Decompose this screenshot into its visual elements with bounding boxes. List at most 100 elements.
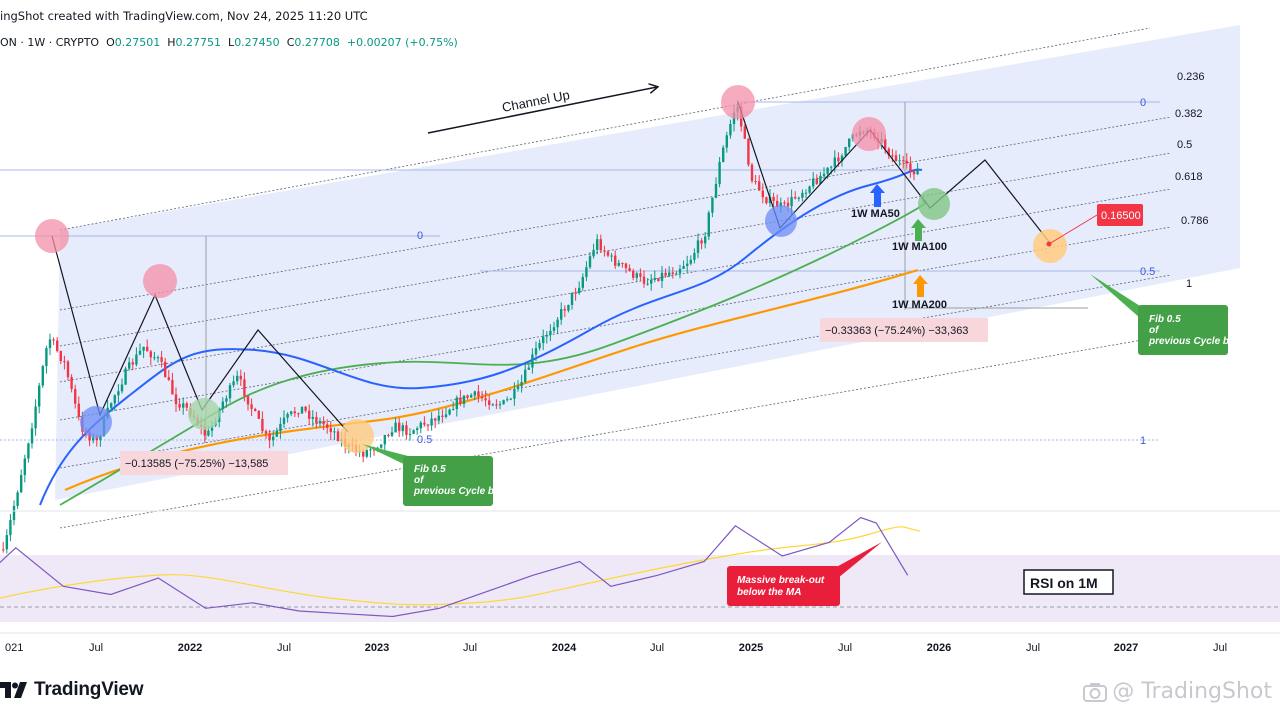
candle-body bbox=[563, 309, 566, 311]
rsi-line bbox=[0, 516, 909, 618]
candle-body bbox=[891, 155, 894, 157]
watermark-text: @ TradingShot bbox=[1112, 679, 1272, 704]
x-tick-label: Jul bbox=[1213, 642, 1227, 654]
candle-body bbox=[124, 368, 127, 385]
candle-body bbox=[603, 250, 606, 252]
candle-body bbox=[488, 400, 491, 405]
ma200-line bbox=[64, 268, 919, 492]
candle-body bbox=[808, 186, 811, 193]
candle-body bbox=[228, 385, 232, 399]
top-circle-2025 bbox=[852, 117, 886, 151]
candle-body bbox=[225, 398, 228, 402]
close-value: 0.27708 bbox=[294, 36, 340, 49]
candle-body bbox=[534, 348, 538, 355]
fib-channel-labels: 0.236 0.382 0.5 0.618 0.786 bbox=[1175, 71, 1209, 227]
candle-body bbox=[678, 268, 682, 274]
candle-body bbox=[538, 343, 541, 349]
candle-body bbox=[398, 422, 401, 431]
candle-body bbox=[819, 175, 822, 184]
callout-right-line-2: of bbox=[1149, 325, 1160, 336]
candle-body bbox=[610, 255, 613, 257]
bottom-circle-green-2022 bbox=[188, 398, 220, 430]
candle-body bbox=[426, 424, 430, 426]
candle-body bbox=[164, 361, 167, 378]
candle-body bbox=[520, 382, 523, 387]
candle-body bbox=[459, 397, 462, 404]
ma200-arrow-icon bbox=[913, 275, 928, 297]
candle-body bbox=[74, 388, 77, 404]
candle-body bbox=[286, 413, 289, 418]
candle-body bbox=[182, 403, 185, 408]
candle-body bbox=[909, 163, 912, 171]
candle-body bbox=[606, 251, 610, 256]
candle-body bbox=[135, 354, 138, 365]
callout-left-line-1: Fib 0.5 bbox=[414, 464, 446, 475]
candle-body bbox=[394, 422, 397, 433]
fib-level-label-0.382: 0.382 bbox=[1175, 108, 1203, 120]
candle-body bbox=[797, 197, 800, 199]
fib-level-label-0.786: 0.786 bbox=[1181, 215, 1209, 227]
candle-body bbox=[239, 375, 242, 380]
x-tick-label: 2026 bbox=[927, 642, 951, 654]
candle-body bbox=[714, 183, 718, 198]
candle-body bbox=[700, 240, 703, 244]
candle-body bbox=[783, 202, 786, 204]
callout-right-line-1: Fib 0.5 bbox=[1149, 314, 1181, 325]
chart-created-line: ingShot created with TradingView.com, No… bbox=[0, 9, 368, 23]
symbol-info[interactable]: ON · 1W · CRYPTO bbox=[0, 36, 100, 49]
candle-body bbox=[462, 395, 466, 404]
candle-body bbox=[635, 273, 638, 278]
candle-body bbox=[905, 160, 908, 164]
callout-right-box bbox=[1138, 305, 1228, 355]
candle-body bbox=[884, 139, 887, 149]
candle-body bbox=[621, 262, 624, 264]
candle-body bbox=[794, 196, 797, 199]
callout-left-line-3: previous Cycle bottom bbox=[413, 486, 522, 497]
candle-body bbox=[304, 406, 307, 411]
candle-body bbox=[628, 268, 631, 271]
candle-body bbox=[902, 160, 905, 162]
open-value: 0.27501 bbox=[114, 36, 161, 49]
candle-body bbox=[437, 415, 440, 421]
x-tick-label: Jul bbox=[277, 642, 291, 654]
candle-body bbox=[912, 170, 916, 175]
candle-body bbox=[113, 395, 116, 404]
candle-body bbox=[369, 449, 372, 451]
candle-body bbox=[516, 386, 520, 390]
candle-body bbox=[693, 252, 696, 260]
candle-body bbox=[250, 404, 253, 409]
candle-body bbox=[560, 309, 563, 320]
top-circle-2021b bbox=[143, 264, 177, 298]
fib-right-label-05: 0.5 bbox=[1140, 266, 1155, 278]
candle-body bbox=[128, 362, 131, 369]
candle-body bbox=[308, 410, 311, 419]
tradingview-logo[interactable]: TradingView bbox=[0, 678, 144, 702]
candle-body bbox=[383, 434, 386, 445]
candle-body bbox=[171, 379, 174, 395]
candle-body bbox=[498, 404, 502, 406]
candle-body bbox=[502, 400, 505, 405]
candle-body bbox=[765, 197, 768, 204]
candle-body bbox=[549, 330, 552, 336]
x-tick-label: 2023 bbox=[365, 642, 389, 654]
candle-body bbox=[768, 196, 772, 204]
ma200-label: 1W MA200 bbox=[892, 299, 947, 311]
price-label-text: 0.16500 bbox=[1101, 210, 1141, 222]
candle-body bbox=[887, 148, 890, 156]
high-label: H bbox=[167, 36, 176, 49]
candle-body bbox=[441, 415, 444, 417]
candle-body bbox=[232, 381, 235, 386]
candle-body bbox=[642, 276, 646, 284]
rsi-callout-line-1: Massive break-out bbox=[737, 575, 825, 586]
x-tick-label: Jul bbox=[463, 642, 477, 654]
candle-body bbox=[246, 395, 250, 405]
candle-body bbox=[23, 458, 26, 476]
candle-body bbox=[524, 369, 527, 383]
candle-body bbox=[581, 276, 584, 288]
candle-body bbox=[372, 449, 376, 451]
x-axis: 021 Jul 2022 Jul 2023 Jul 2024 Jul 2025 Jul 2026 Ju… bbox=[5, 642, 1227, 654]
candle-body bbox=[261, 418, 264, 432]
candle-body bbox=[362, 451, 365, 457]
candle-body bbox=[466, 395, 469, 398]
